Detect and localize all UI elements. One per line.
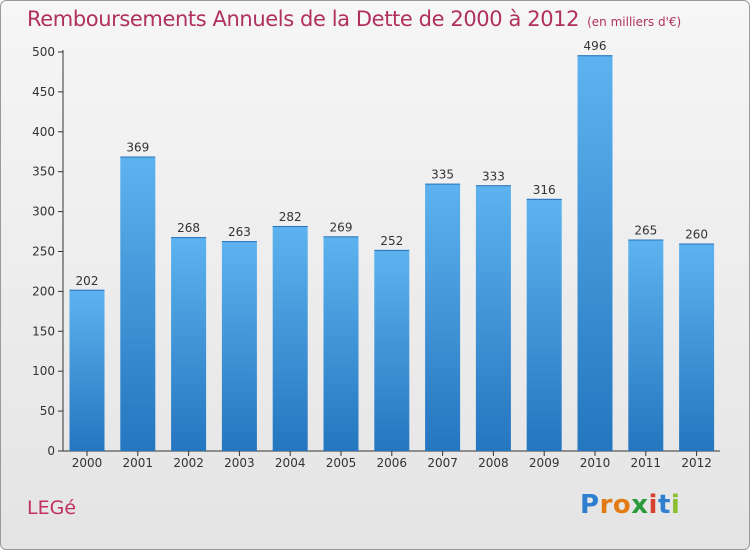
- bar-2009[interactable]: [526, 198, 562, 451]
- x-tick-label: 2010: [580, 456, 611, 470]
- bar-2008[interactable]: [475, 185, 511, 452]
- bar-value-label: 316: [533, 183, 556, 197]
- logo-letter: i: [648, 490, 658, 520]
- chart-title: Remboursements Annuels de la Dette de 20…: [27, 7, 681, 31]
- y-tick-label: 350: [32, 165, 55, 179]
- commune-name: LEGé: [27, 497, 77, 519]
- logo-letter: o: [612, 490, 632, 520]
- bar-2011[interactable]: [628, 239, 664, 451]
- x-tick-label: 2005: [326, 456, 357, 470]
- bar-2004[interactable]: [272, 225, 308, 451]
- bar-value-label: 282: [279, 210, 302, 224]
- x-tick-label: 2011: [631, 456, 662, 470]
- bar-value-label: 268: [177, 221, 200, 235]
- x-tick-label: 2003: [224, 456, 255, 470]
- bar-value-label: 269: [330, 220, 353, 234]
- y-tick-label: 100: [32, 364, 55, 378]
- bar-value-label: 333: [482, 169, 505, 183]
- y-tick-label: 0: [47, 444, 55, 458]
- y-tick-label: 400: [32, 125, 55, 139]
- x-tick-label: 2006: [377, 456, 408, 470]
- bar-2012[interactable]: [679, 243, 715, 451]
- bar-2003[interactable]: [221, 241, 257, 451]
- y-tick-label: 250: [32, 245, 55, 259]
- y-tick-label: 50: [40, 404, 55, 418]
- bar-2007[interactable]: [425, 183, 461, 452]
- bar-value-label: 252: [380, 234, 403, 248]
- logo-letter: t: [657, 490, 671, 520]
- logo-letter: r: [599, 490, 613, 520]
- x-tick-label: 2012: [681, 456, 712, 470]
- y-tick-label: 300: [32, 205, 55, 219]
- x-tick-label: 2004: [275, 456, 306, 470]
- x-tick-label: 2009: [529, 456, 560, 470]
- x-tick-label: 2002: [173, 456, 204, 470]
- bar-2001[interactable]: [120, 156, 156, 451]
- bar-value-label: 202: [76, 274, 99, 288]
- bar-2000[interactable]: [69, 289, 105, 451]
- bar-value-label: 260: [685, 228, 708, 242]
- data-labels: 202 369 268 263 282 269 252 335 333 316 496 265 260: [76, 39, 709, 288]
- y-tick-label: 200: [32, 284, 55, 298]
- bar-value-label: 265: [634, 224, 657, 238]
- bar-2002[interactable]: [171, 237, 207, 451]
- x-tick-label: 2007: [427, 456, 458, 470]
- y-tick-label: 450: [32, 85, 55, 99]
- bars: [69, 55, 715, 452]
- bar-value-label: 369: [126, 141, 149, 155]
- x-tick-label: 2001: [123, 456, 154, 470]
- x-tick-label: 2008: [478, 456, 509, 470]
- axes: 0 50 100 150 200 250 300 350 400 450 500 2000 2001 20…: [32, 45, 720, 470]
- bar-2006[interactable]: [374, 249, 410, 451]
- bar-value-label: 335: [431, 168, 454, 182]
- bar-2010[interactable]: [577, 55, 613, 451]
- bar-value-label: 263: [228, 225, 251, 239]
- y-tick-label: 150: [32, 324, 55, 338]
- logo-letter: x: [631, 490, 649, 520]
- bar-2005[interactable]: [323, 236, 359, 451]
- chart-title-text: Remboursements Annuels de la Dette de 20…: [27, 7, 580, 31]
- chart-unit-label: (en milliers d'€): [587, 15, 682, 29]
- proxiti-logo[interactable]: Proxiti: [580, 490, 680, 520]
- logo-letter: P: [580, 490, 600, 520]
- y-tick-label: 500: [32, 45, 55, 59]
- x-tick-label: 2000: [72, 456, 103, 470]
- bar-value-label: 496: [584, 39, 607, 53]
- logo-letter: i: [670, 490, 681, 520]
